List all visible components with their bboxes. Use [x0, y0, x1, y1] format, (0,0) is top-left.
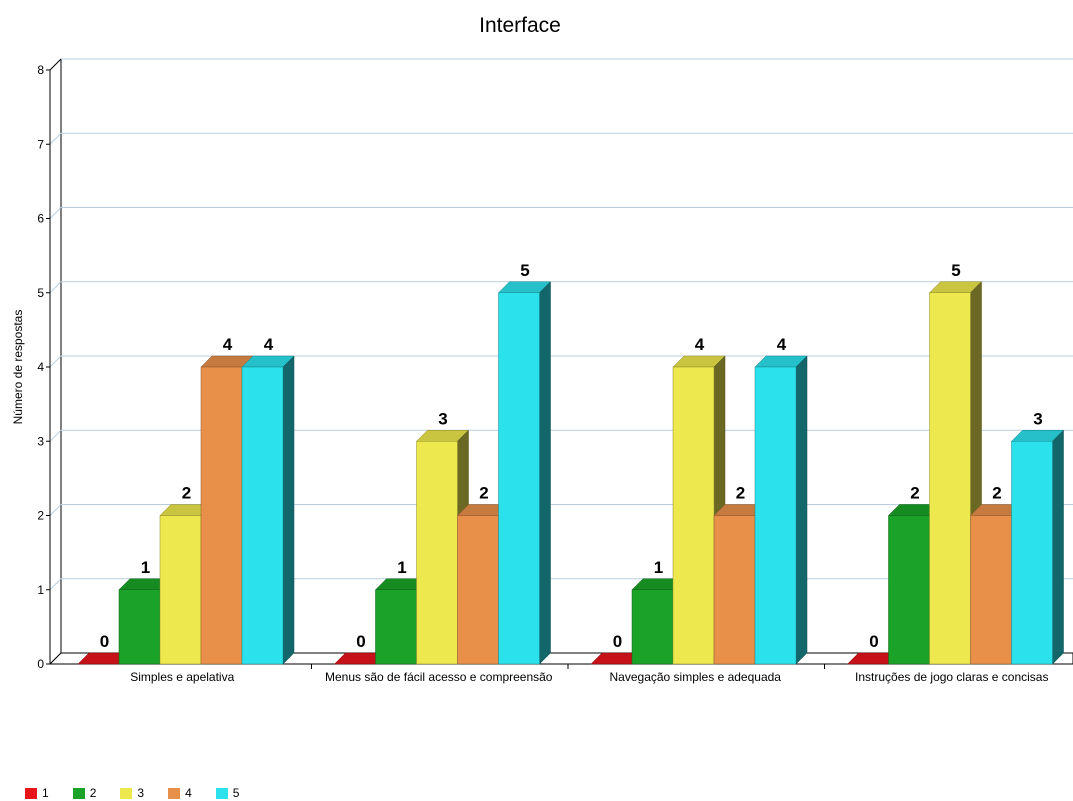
- data-label: 0: [613, 632, 622, 651]
- legend-swatch: [215, 787, 228, 799]
- gridline-diagonal: [49, 281, 62, 294]
- y-axis-top: [49, 58, 62, 71]
- bar: [754, 366, 797, 665]
- data-label: 2: [992, 484, 1001, 503]
- legend-label: 2: [89, 786, 97, 800]
- y-tick-label: 5: [37, 286, 44, 300]
- bar: [159, 515, 202, 665]
- gridline-diagonal: [49, 578, 62, 591]
- bar-side: [795, 355, 808, 665]
- data-label: 0: [869, 632, 878, 651]
- y-tick-label: 0: [37, 657, 44, 671]
- bar: [375, 589, 417, 665]
- gridline-diagonal: [49, 355, 62, 368]
- data-label: 4: [695, 335, 705, 354]
- legend-swatch: [72, 787, 85, 799]
- gridline-diagonal: [49, 504, 62, 516]
- category-label: Menus são de fácil acesso e compreensão: [325, 670, 553, 684]
- data-label: 3: [438, 409, 447, 428]
- data-label: 1: [654, 558, 663, 577]
- legend-item: 1: [25, 786, 49, 800]
- bar-side: [282, 355, 295, 665]
- y-tick-label: 3: [37, 434, 44, 448]
- data-label: 2: [910, 484, 919, 503]
- legend-label: 1: [42, 786, 49, 800]
- data-label: 4: [777, 335, 787, 354]
- y-axis-label: Número de respostas: [11, 310, 25, 425]
- data-label: 2: [182, 484, 191, 503]
- bar: [929, 292, 971, 665]
- y-tick-label: 1: [37, 583, 44, 597]
- data-label: 2: [736, 484, 745, 503]
- data-label: 5: [951, 261, 960, 280]
- y-tick-label: 8: [37, 63, 44, 77]
- gridline-diagonal: [49, 132, 62, 145]
- legend-label: 3: [137, 786, 145, 800]
- bar: [713, 515, 756, 665]
- legend-item: 5: [215, 786, 240, 800]
- bar: [888, 515, 930, 665]
- data-label: 5: [520, 261, 529, 280]
- legend-swatch: [120, 787, 133, 799]
- bar: [118, 589, 161, 665]
- y-tick-label: 6: [37, 212, 44, 226]
- bar-side: [1052, 429, 1064, 665]
- legend: 1 2 3 4 5: [25, 786, 263, 800]
- bar: [200, 366, 243, 665]
- legend-swatch: [25, 787, 37, 799]
- bar: [1011, 441, 1053, 665]
- category-label: Instruções de jogo claras e concisas: [855, 670, 1048, 684]
- bar-side: [539, 281, 551, 665]
- legend-item: 3: [120, 786, 144, 800]
- category-label: Navegação simples e adequada: [610, 670, 782, 684]
- data-label: 4: [264, 335, 274, 354]
- data-label: 4: [223, 335, 233, 354]
- gridline-diagonal: [49, 207, 62, 219]
- category-label: Simples e apelativa: [130, 670, 234, 684]
- legend-label: 5: [232, 786, 240, 800]
- bar: [631, 589, 674, 665]
- y-tick-label: 4: [37, 360, 44, 374]
- legend-item: 2: [72, 786, 97, 800]
- chart-title: Interface: [479, 14, 561, 37]
- bar: [457, 515, 499, 665]
- bar: [498, 292, 540, 665]
- data-label: 1: [141, 558, 150, 577]
- legend-label: 4: [185, 786, 192, 800]
- legend-item: 4: [168, 786, 192, 800]
- data-label: 3: [1033, 409, 1042, 428]
- y-tick-label: 2: [37, 509, 44, 523]
- bar: [241, 366, 284, 665]
- bar: [970, 515, 1012, 665]
- bar: [416, 441, 458, 665]
- legend-swatch: [168, 787, 181, 799]
- bar: [672, 366, 715, 665]
- y-tick-label: 7: [37, 137, 44, 151]
- data-label: 0: [100, 632, 109, 651]
- gridline-diagonal: [49, 429, 62, 442]
- data-label: 2: [479, 484, 488, 503]
- data-label: 1: [397, 558, 406, 577]
- data-label: 0: [356, 632, 365, 651]
